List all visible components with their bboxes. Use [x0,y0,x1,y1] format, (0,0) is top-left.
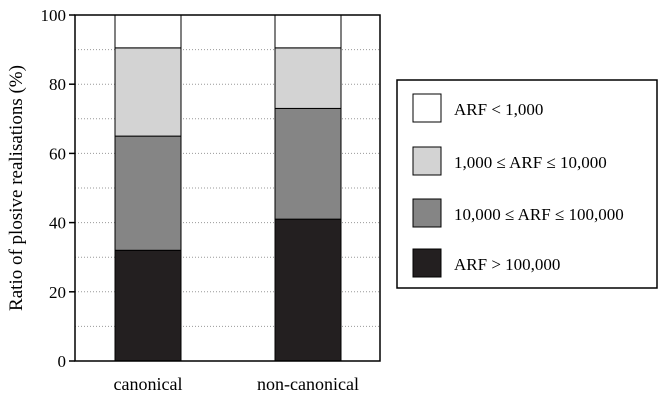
y-tick-label: 40 [49,214,66,233]
bar-segment [274,14,342,49]
legend-label: ARF > 100,000 [454,255,560,274]
legend-swatch [412,146,442,176]
legend-label: 1,000 ≤ ARF ≤ 10,000 [454,153,607,172]
legend-swatch [412,93,442,123]
y-axis-ticks: 0 20 40 60 80 100 [41,6,75,371]
y-tick-label: 60 [49,144,66,163]
legend-label: ARF < 1,000 [454,100,543,119]
legend-swatch [412,248,442,278]
bar-segment [114,249,182,362]
plot-border [74,14,381,362]
y-tick-label: 0 [58,352,67,371]
y-tick-label: 20 [49,283,66,302]
y-tick-label: 100 [41,6,67,25]
x-category-label: canonical [114,374,183,394]
x-axis-categories: canonical non-canonical [114,374,359,394]
plot-frame [74,14,381,362]
legend-swatch [412,198,442,228]
bar-segment [274,47,342,109]
legend: ARF < 1,000 1,000 ≤ ARF ≤ 10,000 10,000 ≤ … [396,79,658,289]
bar-segment [274,218,342,362]
bar-segment [114,47,182,137]
y-axis-label: Ratio of plosive realisations (%) [6,65,27,311]
bar-segment [114,135,182,251]
y-tick-label: 80 [49,75,66,94]
bars [114,14,342,362]
bar-segment [274,107,342,220]
x-category-label: non-canonical [257,374,359,394]
bar-segment [114,14,182,49]
legend-label: 10,000 ≤ ARF ≤ 100,000 [454,205,624,224]
